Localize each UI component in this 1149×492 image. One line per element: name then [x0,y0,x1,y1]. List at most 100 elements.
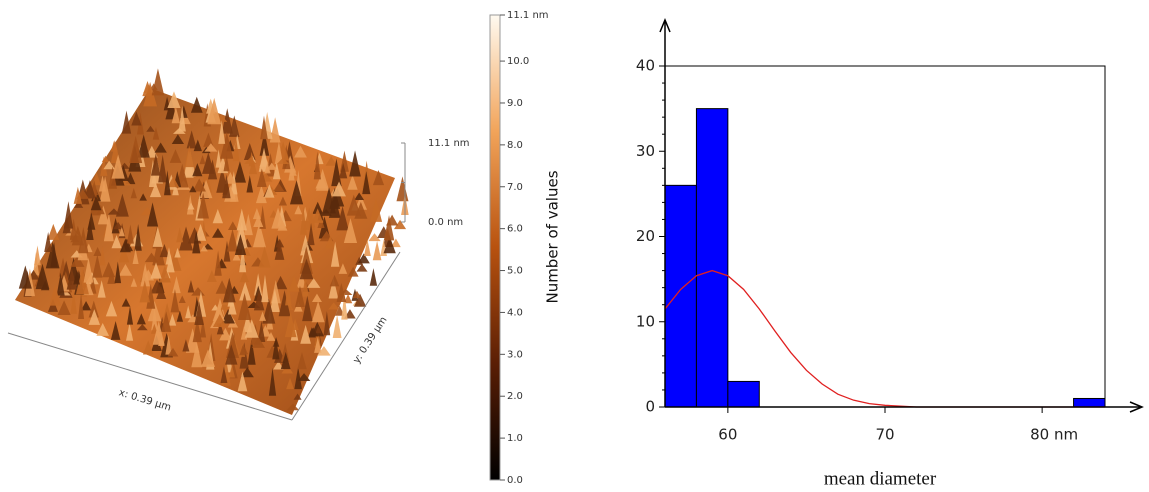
x-tick-label: 60 [718,426,737,444]
surface-spike [297,352,307,370]
surface-spike [192,178,206,192]
surface-spike [47,223,60,240]
surface-spike [280,351,291,370]
surface-spike [83,257,94,283]
surface-spike [294,145,307,158]
axis-line [291,251,401,421]
surface-spike [239,245,247,273]
surface-spike [336,282,347,303]
surface-spike [277,220,288,231]
surface-spike [331,158,342,187]
surface-spike [237,371,248,392]
surface-spike [50,241,58,268]
surface-spike [313,151,321,180]
surface-spike [115,193,129,217]
surface-spike [105,300,118,317]
surface-spike [328,302,340,310]
surface-spike [206,270,217,282]
surface-spike [172,276,181,294]
surface-spike [170,289,180,313]
y-tick-label: 40 [636,57,655,75]
surface-spike [228,221,238,230]
surface-spike [200,244,208,252]
colorbar-label: 7.0 [507,182,523,193]
surface-spike [184,145,194,168]
surface-spike [203,132,214,147]
colorbar-label: 6.0 [507,224,523,235]
surface-spike [246,175,254,193]
surface-spike [293,393,302,400]
histogram-bar [695,108,729,408]
surface-spike [129,135,143,164]
surface-spike [288,275,300,292]
x-axis-arrow [1129,401,1144,413]
surface-spike [152,226,163,247]
surface-spike [266,162,277,170]
surface-spike [349,150,361,177]
surface-spike [192,230,201,254]
surface-spike [297,373,311,381]
surface-spike [264,184,275,198]
surface-spike [296,272,307,288]
surface-spike [212,208,223,224]
surface-spike [222,174,231,199]
surface-spike [306,278,321,288]
surface-spike [100,156,108,176]
surface-spike [134,224,142,251]
surface-spike [182,339,190,352]
surface-spike [174,247,181,258]
surface-spike [146,125,155,132]
surface-spike [62,217,71,234]
surface-spike [352,290,362,299]
surface-spike [207,97,222,125]
surface-spike [259,130,270,156]
surface-spike [73,186,83,204]
surface-spike [328,277,339,299]
surface-spike [339,162,348,179]
surface-spike [221,108,233,134]
surface-spike [369,268,378,286]
surface-spike [343,218,358,243]
surface-spike [216,322,224,335]
surface-spike [302,295,313,322]
surface-spike [285,281,292,306]
surface-spike [88,300,99,318]
surface-spike [232,251,241,261]
surface-spike [150,262,162,279]
surface-spike [278,196,287,206]
surface-spike [289,180,304,205]
surface-spike [194,301,204,325]
surface-spike [236,208,247,231]
y-tick-label: 10 [636,312,655,330]
surface-spike [190,96,203,113]
colorbar-label: 8.0 [507,140,523,151]
surface-spike [299,258,314,280]
surface-spike [220,131,234,159]
surface-spike [139,280,151,303]
surface-spike [393,219,407,230]
surface-spike [262,298,276,324]
surface-spike [372,170,385,186]
surface-spike [98,175,107,192]
surface-spike [311,293,322,302]
surface-spike [369,198,383,222]
surface-spike [259,311,267,321]
surface-spike [32,251,40,276]
surface-spike [237,293,252,321]
surface-spike [126,305,134,325]
surface-spike [320,209,332,216]
colorbar-label: 1.0 [507,433,523,444]
colorbar-label: 3.0 [507,349,523,360]
colorbar-label: 9.0 [507,98,523,109]
surface-spike [204,143,218,152]
surface-spike [154,142,167,153]
surface-spike [232,137,240,162]
y-tick-label: 20 [636,227,655,245]
surface-spike [356,263,368,272]
surface-spike [215,280,229,294]
axis-line [7,332,293,421]
surface-spike [176,310,184,322]
surface-spike [197,192,209,219]
surface-spike [311,301,325,323]
surface-spike [257,320,266,343]
